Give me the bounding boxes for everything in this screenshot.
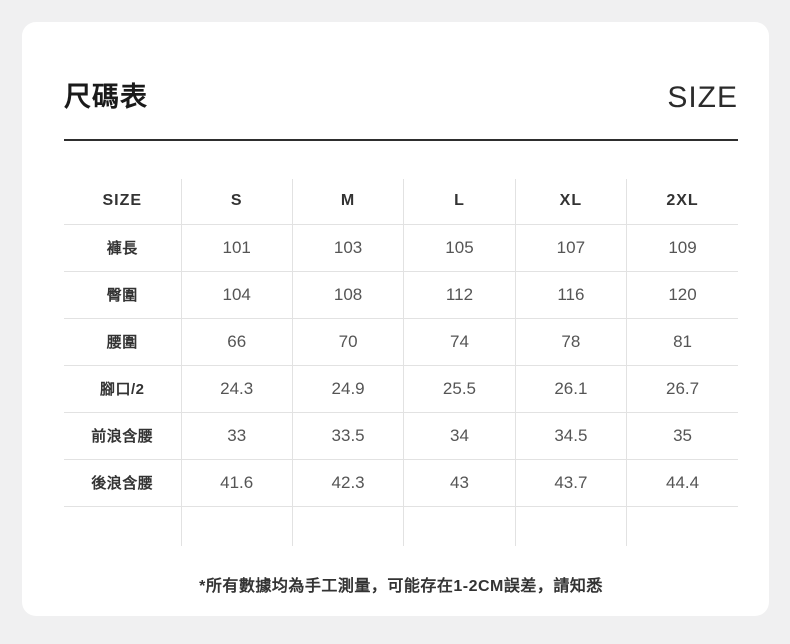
column-header-size: SIZE [64, 179, 181, 225]
size-value-cell: 103 [291, 224, 404, 272]
size-value-cell: 78 [514, 318, 627, 366]
column-header: S [180, 179, 293, 225]
empty-row [64, 506, 738, 547]
size-table: SIZE S M L XL 2XL 褲長 101 103 105 107 109 臀圍 104 108 11… [64, 179, 738, 547]
size-value-cell: 44.4 [626, 459, 738, 507]
size-value-cell: 112 [403, 271, 516, 319]
size-value-cell: 109 [626, 224, 738, 272]
empty-cell [180, 506, 293, 547]
size-value-cell: 116 [514, 271, 627, 319]
size-value-cell: 25.5 [403, 365, 516, 413]
size-value-cell: 108 [291, 271, 404, 319]
size-value-cell: 24.9 [291, 365, 404, 413]
row-label: 腳口/2 [64, 365, 181, 413]
size-value-cell: 120 [626, 271, 738, 319]
row-label: 前浪含腰 [64, 412, 181, 460]
size-chart-card: 尺碼表 SIZE SIZE S M L XL 2XL 褲長 101 103 105 107 109 臀… [22, 22, 769, 616]
size-value-cell: 35 [626, 412, 738, 460]
size-value-cell: 43.7 [514, 459, 627, 507]
size-value-cell: 104 [180, 271, 293, 319]
column-header: 2XL [626, 179, 738, 225]
table-row: 臀圍 104 108 112 116 120 [64, 271, 738, 319]
measurement-disclaimer: *所有數據均為手工測量，可能存在1-2CM誤差，請知悉 [199, 578, 603, 596]
table-row: 腳口/2 24.3 24.9 25.5 26.1 26.7 [64, 365, 738, 413]
row-label: 褲長 [64, 224, 181, 272]
empty-cell [291, 506, 404, 547]
size-value-cell: 42.3 [291, 459, 404, 507]
size-value-cell: 101 [180, 224, 293, 272]
row-label: 後浪含腰 [64, 459, 181, 507]
row-label: 腰圍 [64, 318, 181, 366]
size-heading-label: SIZE [667, 81, 738, 115]
size-value-cell: 43 [403, 459, 516, 507]
size-value-cell: 24.3 [180, 365, 293, 413]
row-label: 臀圍 [64, 271, 181, 319]
empty-cell [403, 506, 516, 547]
size-value-cell: 34.5 [514, 412, 627, 460]
size-value-cell: 105 [403, 224, 516, 272]
size-value-cell: 34 [403, 412, 516, 460]
size-value-cell: 33 [180, 412, 293, 460]
table-row: 後浪含腰 41.6 42.3 43 43.7 44.4 [64, 459, 738, 507]
size-value-cell: 74 [403, 318, 516, 366]
empty-cell [514, 506, 627, 547]
page-title: 尺碼表 [64, 82, 148, 112]
empty-cell [64, 506, 181, 546]
column-header: XL [514, 179, 627, 225]
size-value-cell: 26.7 [626, 365, 738, 413]
size-value-cell: 70 [291, 318, 404, 366]
column-header: L [403, 179, 516, 225]
empty-cell [626, 506, 738, 547]
table-row: 褲長 101 103 105 107 109 [64, 224, 738, 272]
size-value-cell: 81 [626, 318, 738, 366]
column-header: M [291, 179, 404, 225]
table-header-row: SIZE S M L XL 2XL [64, 179, 738, 225]
size-value-cell: 107 [514, 224, 627, 272]
size-value-cell: 41.6 [180, 459, 293, 507]
size-value-cell: 26.1 [514, 365, 627, 413]
size-value-cell: 66 [180, 318, 293, 366]
table-row: 前浪含腰 33 33.5 34 34.5 35 [64, 412, 738, 460]
size-value-cell: 33.5 [291, 412, 404, 460]
card-header: 尺碼表 SIZE [64, 22, 738, 142]
table-row: 腰圍 66 70 74 78 81 [64, 318, 738, 366]
